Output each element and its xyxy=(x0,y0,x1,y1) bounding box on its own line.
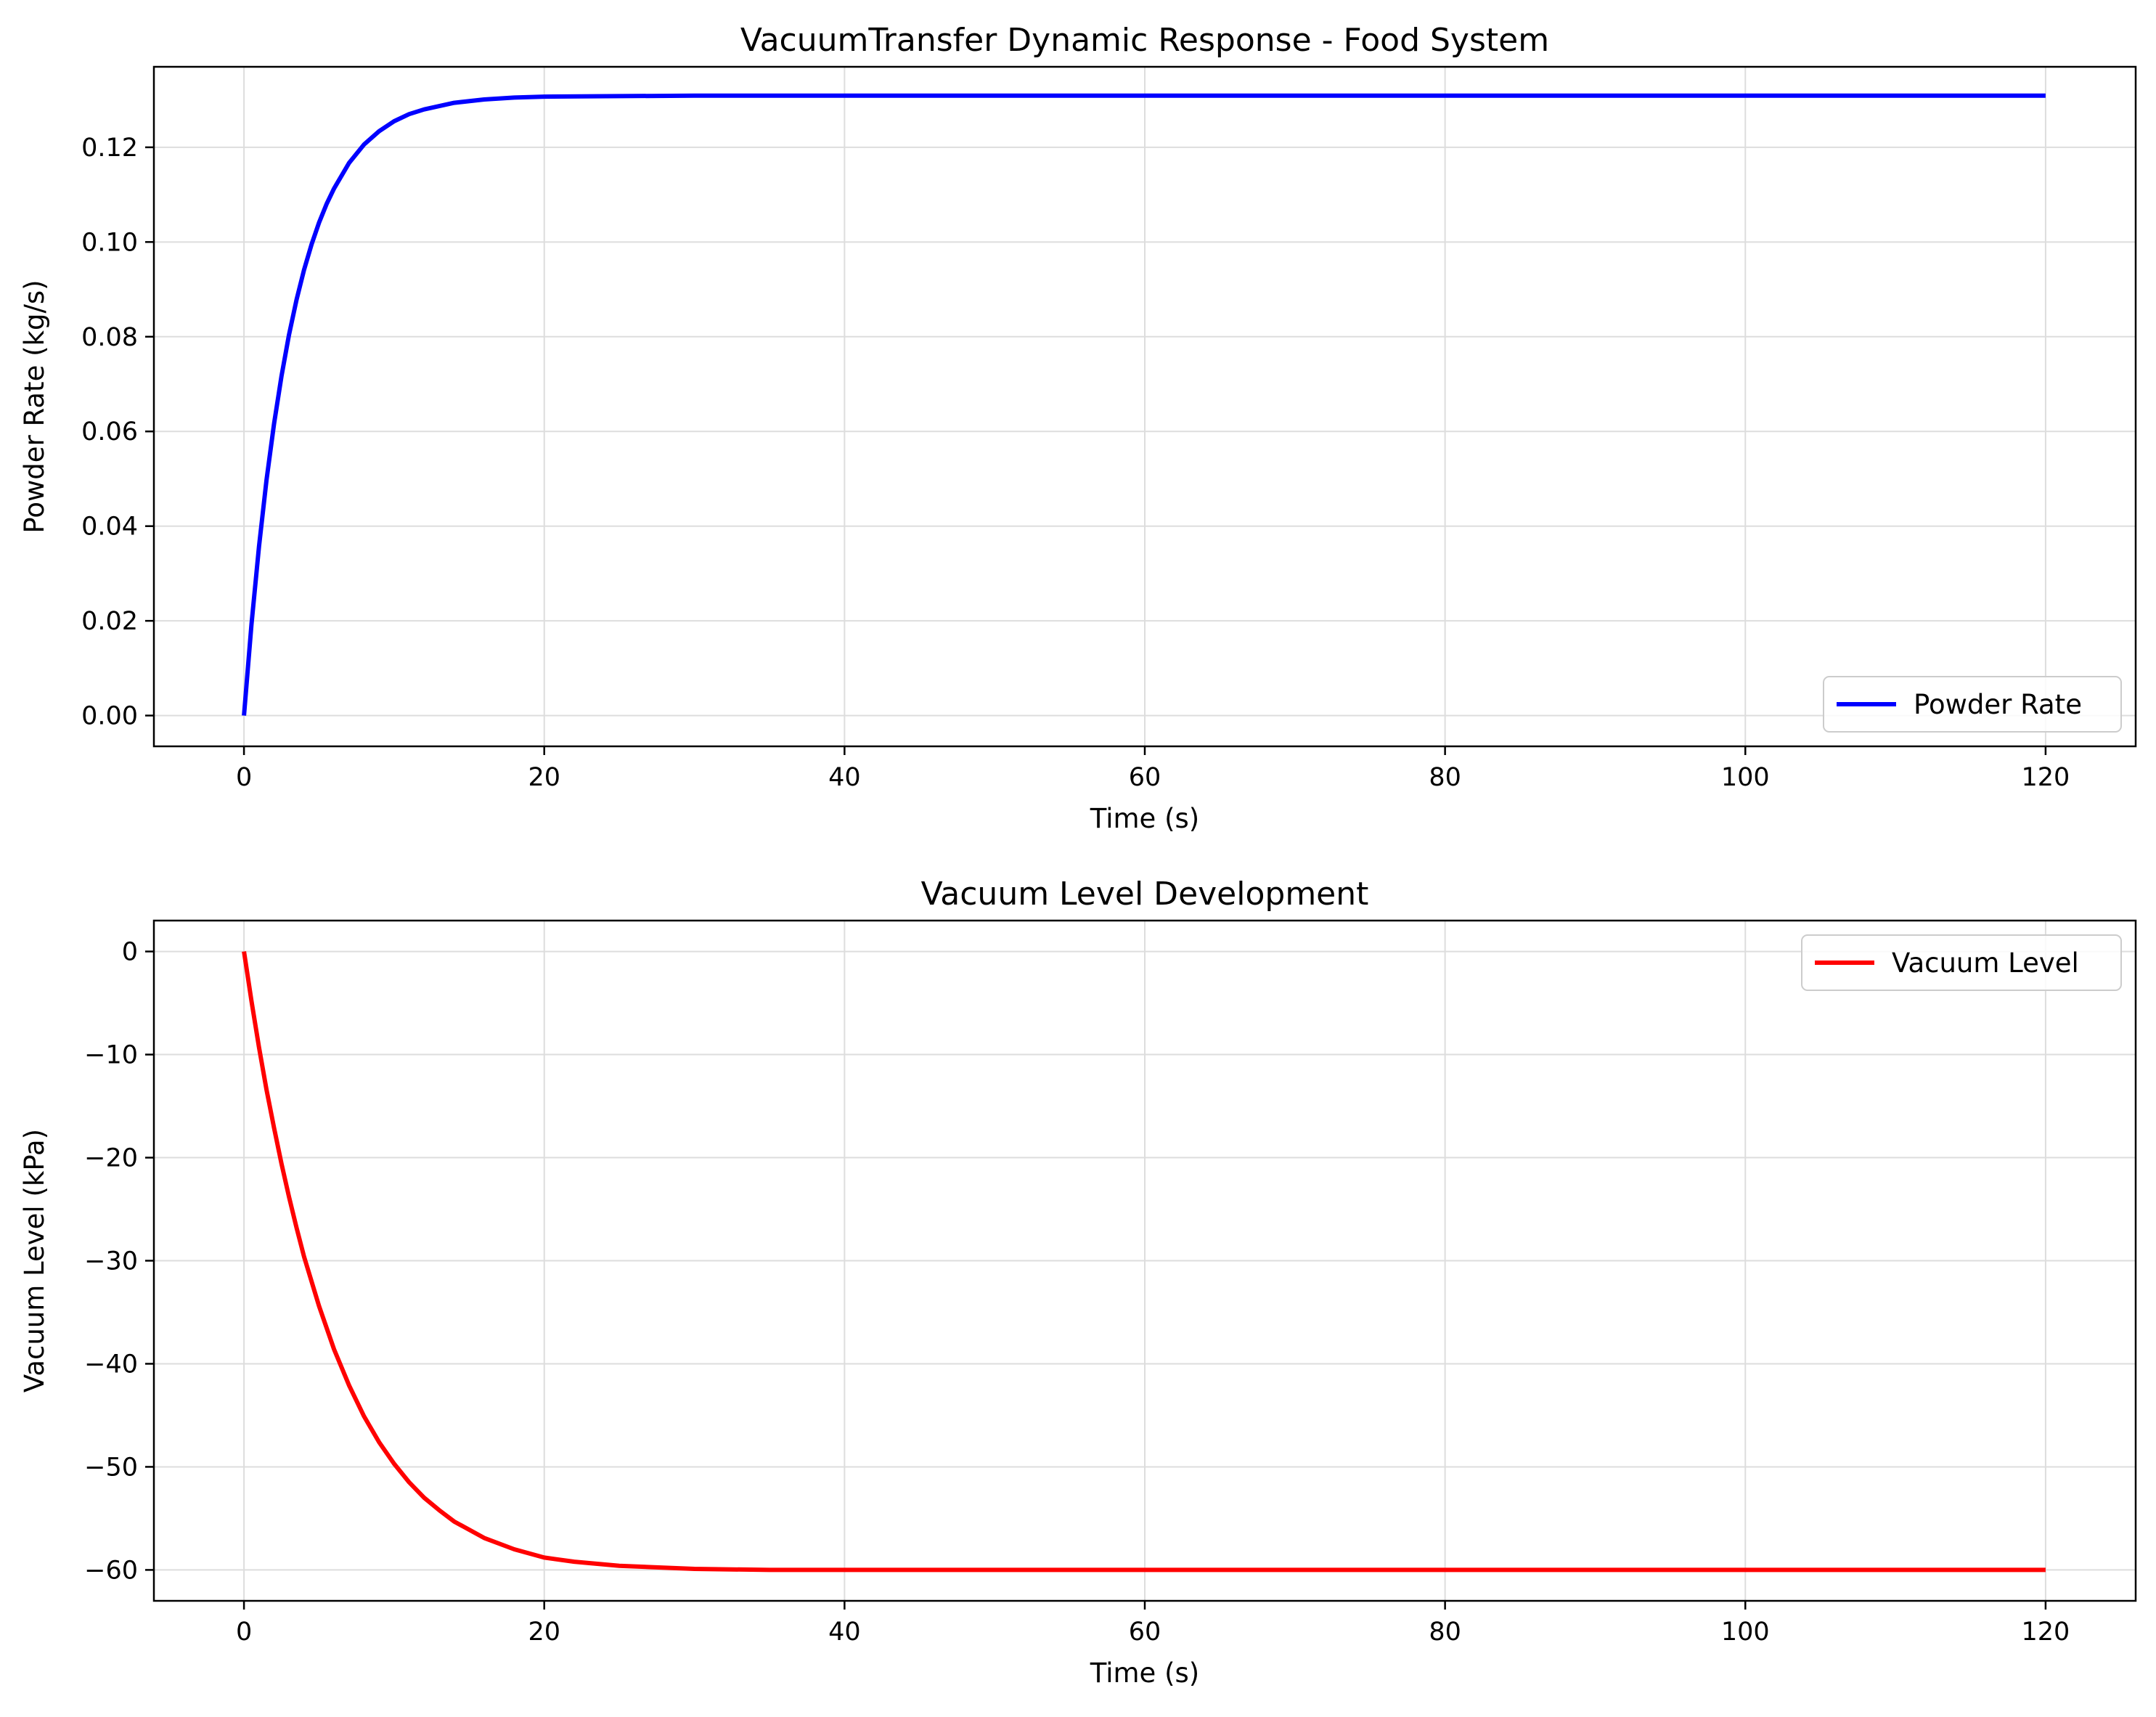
x-tick-label: 40 xyxy=(828,763,861,792)
x-axis-label: Time (s) xyxy=(1090,1657,1199,1689)
y-axis-label: Powder Rate (kg/s) xyxy=(19,280,50,533)
series-line-vacuum-level xyxy=(242,951,2046,1573)
grid xyxy=(154,921,2136,1601)
x-axis-label: Time (s) xyxy=(1090,803,1199,834)
x-tick-label: 20 xyxy=(528,1618,560,1647)
x-tick-label: 0 xyxy=(236,763,252,792)
y-tick-label: 0.00 xyxy=(81,702,138,731)
y-tick-label: −20 xyxy=(84,1144,138,1173)
y-tick-label: −30 xyxy=(84,1247,138,1276)
y-tick-label: −10 xyxy=(84,1041,138,1070)
chart-2: 0 20 40 60 80 100 120 0 −10 −20 −30 −40 −50 −60 Vacuum… xyxy=(19,876,2137,1689)
y-tick-label: 0.12 xyxy=(81,134,138,163)
legend-box xyxy=(1801,934,2122,991)
x-tick-label: 80 xyxy=(1429,763,1461,792)
legend-label: Powder Rate xyxy=(1914,689,2082,720)
y-tick-label: −50 xyxy=(84,1453,138,1482)
x-tick-label: 120 xyxy=(2022,763,2070,792)
x-tick-label: 100 xyxy=(1721,763,1770,792)
chart-title: Vacuum Level Development xyxy=(921,876,1369,913)
legend-box xyxy=(1823,676,2122,733)
x-tick-label: 20 xyxy=(528,763,560,792)
y-tick-label: 0 xyxy=(122,938,138,967)
x-tick-label: 0 xyxy=(236,1618,252,1647)
y-tick-label: −60 xyxy=(84,1556,138,1585)
x-tick-label: 120 xyxy=(2022,1618,2070,1647)
legend-label: Vacuum Level xyxy=(1892,947,2079,979)
legend: Vacuum Level xyxy=(1801,934,2122,991)
legend: Powder Rate xyxy=(1823,676,2122,733)
y-tick-label: 0.10 xyxy=(81,228,138,257)
x-tick-label: 80 xyxy=(1429,1618,1461,1647)
chart-title: VacuumTransfer Dynamic Response - Food S… xyxy=(740,22,1549,59)
chart-1: 0 20 40 60 80 100 120 0.00 0.02 0.04 0.06 0.08 0.10 0… xyxy=(19,22,2137,834)
x-tick-label: 60 xyxy=(1129,1618,1161,1647)
y-axis-label: Vacuum Level (kPa) xyxy=(19,1129,50,1392)
x-tick-label: 40 xyxy=(828,1618,861,1647)
x-tick-label: 100 xyxy=(1721,1618,1770,1647)
y-tick-label: 0.02 xyxy=(81,607,138,636)
y-tick-label: −40 xyxy=(84,1350,138,1379)
y-tick-label: 0.08 xyxy=(81,323,138,352)
y-tick-label: 0.04 xyxy=(81,513,138,542)
grid xyxy=(154,67,2136,746)
series-line-powder-rate xyxy=(242,93,2046,716)
y-tick-label: 0.06 xyxy=(81,417,138,446)
x-tick-label: 60 xyxy=(1129,763,1161,792)
